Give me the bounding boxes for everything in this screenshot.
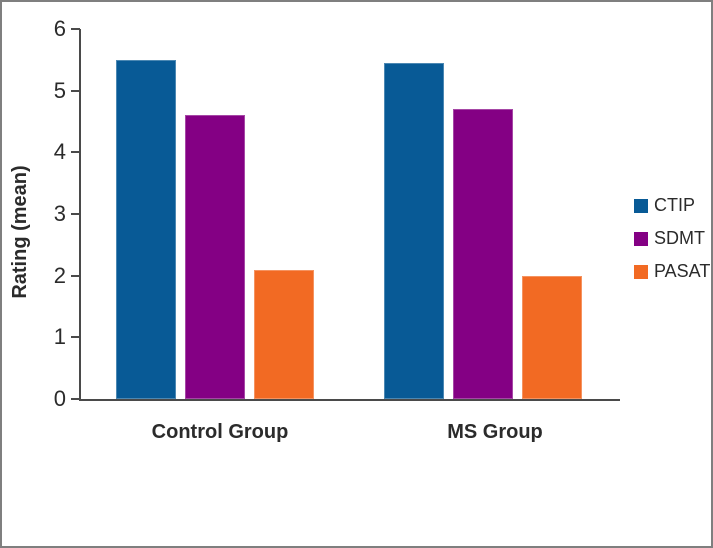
- bar-sdmt-control-group: [185, 115, 245, 399]
- y-tick-mark: [71, 274, 80, 277]
- y-tick-mark: [71, 89, 80, 92]
- legend: CTIP SDMT PASAT: [634, 195, 710, 294]
- y-tick-mark: [71, 336, 80, 339]
- legend-label: SDMT: [654, 228, 705, 248]
- legend-item-pasat: PASAT: [634, 261, 710, 282]
- legend-swatch-icon: [634, 231, 648, 246]
- legend-item-sdmt: SDMT: [634, 228, 710, 249]
- bar-pasat-control-group: [254, 269, 314, 399]
- legend-label: CTIP: [654, 195, 696, 215]
- y-tick-mark: [71, 213, 80, 215]
- legend-label: PASAT: [654, 261, 711, 281]
- y-tick-label: 0: [53, 386, 66, 411]
- y-tick-label: 2: [53, 262, 66, 288]
- x-category-label: Control Group: [151, 421, 289, 443]
- y-tick-label: 5: [53, 77, 66, 103]
- y-tick-label: 4: [53, 139, 66, 165]
- legend-item-ctip: CTIP: [634, 195, 710, 216]
- legend-swatch-icon: [634, 264, 648, 279]
- x-category-label: MS Group: [447, 421, 543, 443]
- y-axis-line: [79, 29, 81, 401]
- y-tick-mark: [71, 151, 80, 154]
- y-tick-label: 6: [53, 16, 66, 41]
- bar-ctip-ms-group: [384, 62, 444, 399]
- legend-swatch-icon: [634, 198, 648, 213]
- y-tick-label: 1: [53, 324, 66, 350]
- bar-pasat-ms-group: [522, 275, 582, 399]
- bar-ctip-control-group: [116, 59, 176, 399]
- y-tick-mark: [71, 28, 80, 30]
- y-tick-label: 3: [53, 201, 66, 226]
- x-axis-line: [79, 399, 620, 401]
- y-tick-mark: [71, 398, 80, 400]
- bar-sdmt-ms-group: [453, 109, 513, 399]
